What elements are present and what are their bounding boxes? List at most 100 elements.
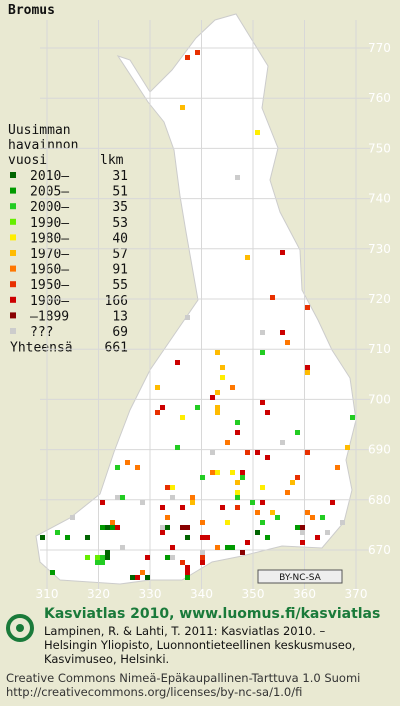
legend-label: –1899 xyxy=(30,309,69,324)
legend-swatch xyxy=(10,218,16,225)
north-label: 720 xyxy=(368,292,391,306)
observation-square xyxy=(235,495,240,500)
legend-label: 1970– xyxy=(30,247,69,262)
observation-square xyxy=(255,450,260,455)
north-label: 730 xyxy=(368,242,391,256)
observation-square xyxy=(170,545,175,550)
citation-line: Lampinen, R. & Lahti, T. 2011: Kasviatla… xyxy=(44,624,326,638)
legend-swatch xyxy=(10,250,16,256)
observation-square xyxy=(85,555,90,560)
observation-square xyxy=(235,490,240,495)
observation-square xyxy=(330,500,335,505)
observation-square xyxy=(70,515,75,520)
observation-square xyxy=(120,495,125,500)
observation-square xyxy=(335,465,340,470)
east-label: 360 xyxy=(293,587,316,601)
observation-square xyxy=(185,570,190,575)
legend-count: 69 xyxy=(112,325,128,340)
legend-swatch xyxy=(10,281,16,288)
observation-square xyxy=(290,480,295,485)
observation-square xyxy=(225,545,230,550)
observation-square xyxy=(230,545,235,550)
observation-square xyxy=(235,430,240,435)
observation-square xyxy=(40,535,45,540)
observation-square xyxy=(190,495,195,500)
legend-swatch xyxy=(10,234,16,241)
observation-square xyxy=(175,360,180,365)
observation-square xyxy=(145,575,150,580)
observation-square xyxy=(235,505,240,510)
citation-line: Helsingin Yliopisto, Luonnontieteellinen… xyxy=(44,638,356,652)
observation-square xyxy=(265,535,270,540)
observation-square xyxy=(235,480,240,485)
license-line: Creative Commons Nimeä-Epäkaupallinen-Ta… xyxy=(6,671,360,685)
observation-square xyxy=(350,415,355,420)
observation-square xyxy=(345,445,350,450)
observation-square xyxy=(305,370,310,375)
observation-square xyxy=(295,525,300,530)
observation-square xyxy=(260,400,265,405)
north-label: 700 xyxy=(368,392,391,406)
observation-square xyxy=(195,405,200,410)
observation-square xyxy=(250,500,255,505)
observation-square xyxy=(100,500,105,505)
observation-square xyxy=(115,465,120,470)
observation-square xyxy=(240,470,245,475)
logo-center xyxy=(16,624,24,632)
east-label: 310 xyxy=(36,587,59,601)
observation-square xyxy=(140,570,145,575)
legend-swatch xyxy=(10,296,16,303)
observation-square xyxy=(160,405,165,410)
observation-square xyxy=(310,515,315,520)
legend-label: 2000– xyxy=(30,200,69,215)
observation-square xyxy=(190,500,195,505)
observation-square xyxy=(215,405,220,410)
observation-square xyxy=(215,545,220,550)
legend-count: 55 xyxy=(112,278,128,293)
observation-square xyxy=(255,510,260,515)
observation-square xyxy=(280,330,285,335)
east-label: 370 xyxy=(345,587,368,601)
observation-square xyxy=(165,555,170,560)
observation-square xyxy=(200,555,205,560)
observation-square xyxy=(220,505,225,510)
observation-square xyxy=(185,575,190,580)
observation-square xyxy=(300,530,305,535)
observation-square xyxy=(165,485,170,490)
observation-square xyxy=(180,505,185,510)
legend-count: 53 xyxy=(112,216,128,231)
observation-square xyxy=(215,470,220,475)
observation-square xyxy=(155,385,160,390)
observation-square xyxy=(220,375,225,380)
citation-line: Kasvimuseo, Helsinki. xyxy=(44,652,169,666)
observation-square xyxy=(210,470,215,475)
north-label: 750 xyxy=(368,141,391,155)
observation-square xyxy=(215,390,220,395)
observation-square xyxy=(105,555,110,560)
observation-square xyxy=(185,525,190,530)
observation-square xyxy=(325,530,330,535)
observation-square xyxy=(125,460,130,465)
observation-square xyxy=(170,495,175,500)
legend-swatch xyxy=(10,187,16,194)
observation-square xyxy=(215,350,220,355)
north-label: 710 xyxy=(368,342,391,356)
observation-square xyxy=(270,295,275,300)
observation-square xyxy=(205,535,210,540)
observation-square xyxy=(165,515,170,520)
observation-square xyxy=(180,525,185,530)
observation-square xyxy=(220,365,225,370)
observation-square xyxy=(200,550,205,555)
legend-swatch xyxy=(10,265,16,272)
observation-square xyxy=(85,535,90,540)
observations xyxy=(40,50,355,580)
observation-square xyxy=(280,250,285,255)
observation-square xyxy=(160,530,165,535)
north-label: 770 xyxy=(368,41,391,55)
observation-square xyxy=(230,470,235,475)
observation-square xyxy=(280,440,285,445)
observation-square xyxy=(315,535,320,540)
observation-square xyxy=(55,530,60,535)
observation-square xyxy=(155,410,160,415)
